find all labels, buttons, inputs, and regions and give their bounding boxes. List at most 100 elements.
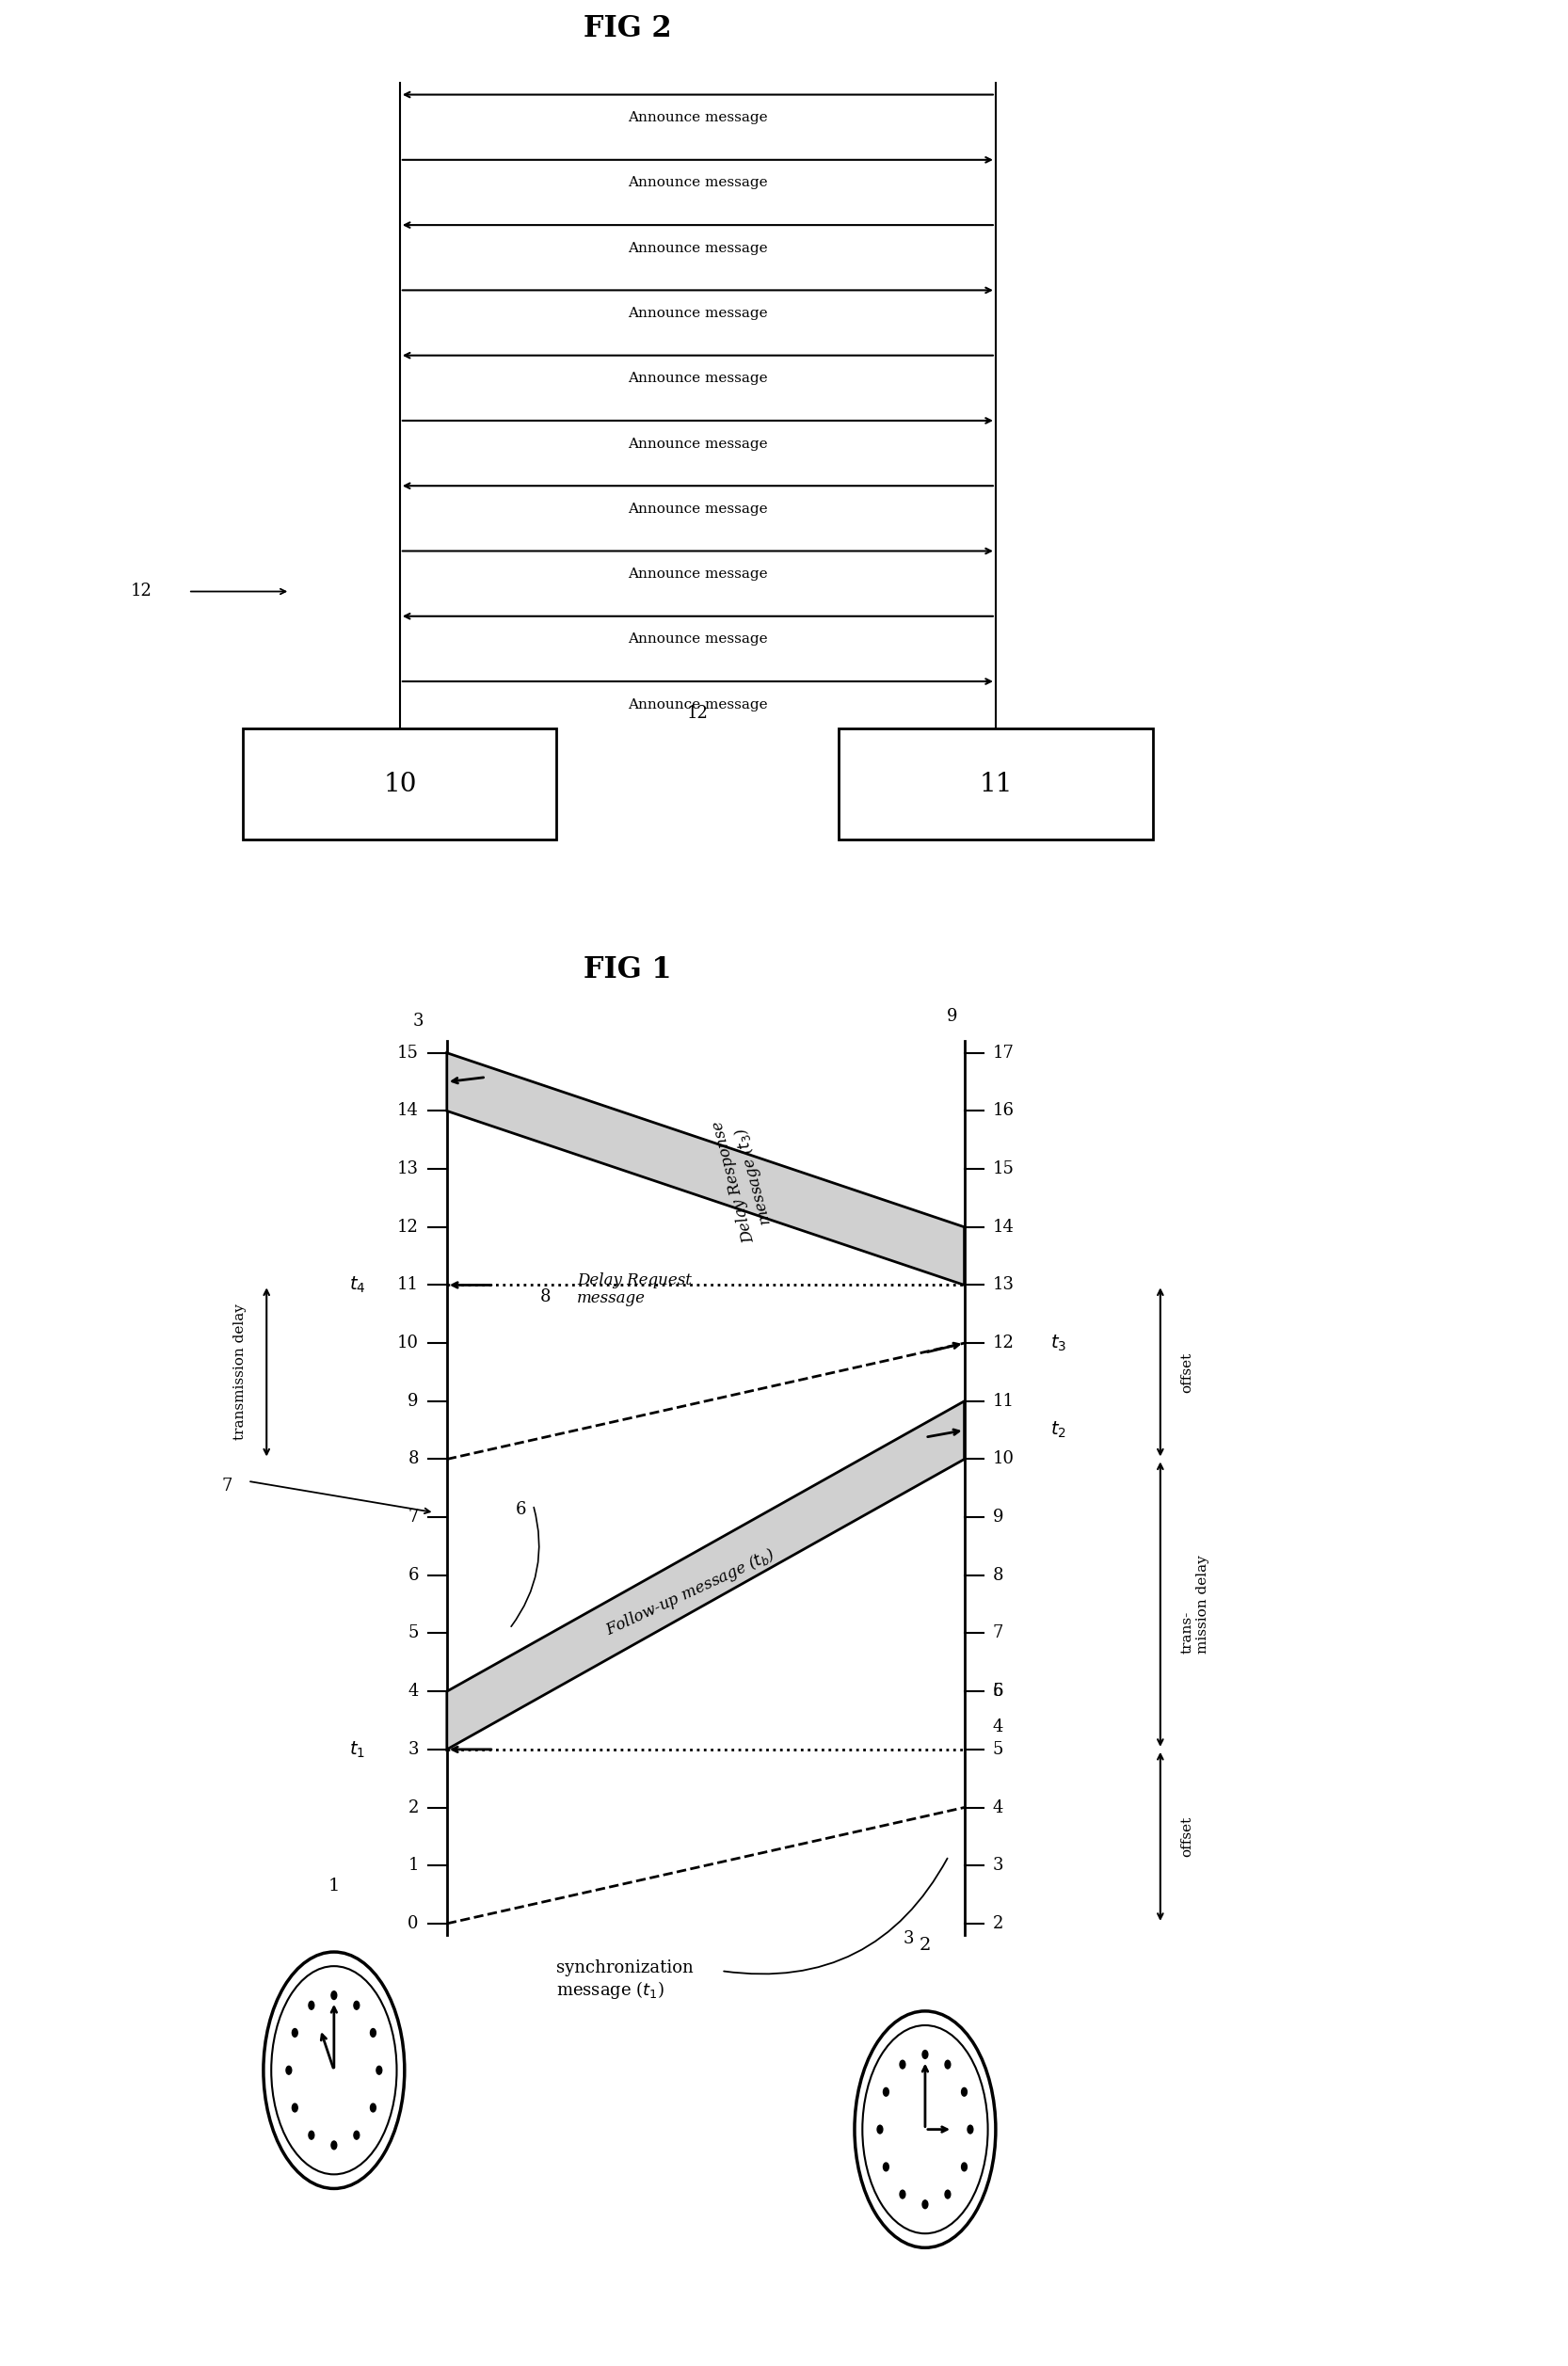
Circle shape — [877, 2125, 883, 2134]
Text: Announce message: Announce message — [627, 632, 768, 646]
Text: $t_1$: $t_1$ — [350, 1739, 365, 1760]
Text: 14: 14 — [397, 1103, 419, 1119]
Text: 4: 4 — [993, 1798, 1004, 1817]
Text: 13: 13 — [397, 1159, 419, 1178]
Text: FIG 2: FIG 2 — [583, 14, 671, 43]
Text: 3: 3 — [993, 1857, 1004, 1874]
FancyBboxPatch shape — [243, 729, 557, 840]
Text: Announce message: Announce message — [627, 111, 768, 125]
Text: 16: 16 — [993, 1103, 1014, 1119]
Text: 4: 4 — [993, 1718, 1004, 1734]
Circle shape — [883, 2163, 889, 2172]
Text: 10: 10 — [397, 1334, 419, 1351]
Text: Delay Response
message ($t_3$): Delay Response message ($t_3$) — [710, 1114, 779, 1245]
Text: 11: 11 — [993, 1394, 1014, 1410]
Text: 5: 5 — [993, 1741, 1004, 1758]
Text: 11: 11 — [978, 771, 1013, 797]
Circle shape — [331, 2141, 337, 2148]
Circle shape — [285, 2066, 292, 2075]
Text: 1: 1 — [328, 1876, 340, 1895]
Text: 11: 11 — [397, 1278, 419, 1294]
Ellipse shape — [862, 2025, 988, 2234]
Text: Announce message: Announce message — [627, 438, 768, 450]
Text: Announce message: Announce message — [627, 371, 768, 386]
Text: 12: 12 — [130, 582, 152, 601]
Text: 6: 6 — [516, 1500, 525, 1519]
Text: 4: 4 — [408, 1682, 419, 1699]
Circle shape — [370, 2028, 376, 2037]
Text: 14: 14 — [993, 1218, 1014, 1235]
Circle shape — [946, 2191, 950, 2198]
Text: 7: 7 — [223, 1476, 232, 1495]
Text: 15: 15 — [993, 1159, 1014, 1178]
Text: 8: 8 — [408, 1450, 419, 1467]
Text: FIG 1: FIG 1 — [583, 956, 671, 984]
Text: 6: 6 — [993, 1682, 1004, 1699]
Text: Announce message: Announce message — [627, 177, 768, 189]
Circle shape — [961, 2087, 967, 2096]
Circle shape — [900, 2191, 905, 2198]
Circle shape — [292, 2103, 298, 2113]
Text: Announce message: Announce message — [627, 308, 768, 319]
Text: 2: 2 — [993, 1914, 1004, 1933]
Polygon shape — [447, 1401, 964, 1748]
Circle shape — [370, 2103, 376, 2113]
Text: 10: 10 — [383, 771, 417, 797]
Text: 5: 5 — [993, 1682, 1004, 1699]
Text: Announce message: Announce message — [627, 568, 768, 580]
Polygon shape — [447, 1053, 964, 1285]
Text: 8: 8 — [541, 1287, 550, 1306]
Text: Announce message: Announce message — [627, 241, 768, 256]
Text: 17: 17 — [993, 1043, 1014, 1062]
Circle shape — [922, 2200, 928, 2207]
Text: transmission delay: transmission delay — [234, 1304, 246, 1441]
Text: Announce message: Announce message — [627, 502, 768, 516]
Text: 9: 9 — [993, 1510, 1004, 1526]
Text: 7: 7 — [408, 1510, 419, 1526]
Text: 9: 9 — [947, 1008, 956, 1024]
Circle shape — [883, 2087, 889, 2096]
Circle shape — [900, 2061, 905, 2068]
Text: $t_2$: $t_2$ — [1051, 1420, 1066, 1441]
Text: offset: offset — [1181, 1351, 1193, 1394]
Text: 12: 12 — [687, 705, 709, 722]
Text: Delay Request
message: Delay Request message — [577, 1273, 691, 1306]
Text: 8: 8 — [993, 1566, 1004, 1583]
Text: 15: 15 — [397, 1043, 419, 1062]
Text: 3: 3 — [414, 1013, 423, 1029]
Circle shape — [922, 2051, 928, 2058]
Circle shape — [292, 2028, 298, 2037]
Text: 6: 6 — [408, 1566, 419, 1583]
Circle shape — [967, 2125, 974, 2134]
Text: 12: 12 — [993, 1334, 1014, 1351]
Text: 2: 2 — [408, 1798, 419, 1817]
Text: 12: 12 — [397, 1218, 419, 1235]
FancyBboxPatch shape — [839, 729, 1152, 840]
Text: offset: offset — [1181, 1817, 1193, 1857]
Text: $t_4$: $t_4$ — [350, 1275, 365, 1294]
Circle shape — [309, 2002, 314, 2009]
Text: 3: 3 — [903, 1931, 914, 1947]
Circle shape — [309, 2132, 314, 2139]
Text: trans-
mission delay: trans- mission delay — [1181, 1554, 1209, 1654]
Ellipse shape — [271, 1966, 397, 2174]
Text: 7: 7 — [993, 1625, 1004, 1642]
Circle shape — [961, 2163, 967, 2172]
Circle shape — [376, 2066, 383, 2075]
Circle shape — [354, 2002, 359, 2009]
Text: Follow-up message ($t_b$): Follow-up message ($t_b$) — [602, 1545, 778, 1640]
Circle shape — [331, 1992, 337, 1999]
Text: Announce message: Announce message — [627, 698, 768, 712]
Text: 5: 5 — [408, 1625, 419, 1642]
Text: 9: 9 — [408, 1394, 419, 1410]
Text: 2: 2 — [919, 1935, 931, 1954]
Text: synchronization
message ($t_1$): synchronization message ($t_1$) — [557, 1959, 693, 2002]
Circle shape — [354, 2132, 359, 2139]
Text: 1: 1 — [408, 1857, 419, 1874]
Text: 10: 10 — [993, 1450, 1014, 1467]
Circle shape — [946, 2061, 950, 2068]
Text: 3: 3 — [408, 1741, 419, 1758]
Text: 0: 0 — [408, 1914, 419, 1933]
Text: 13: 13 — [993, 1278, 1014, 1294]
Text: $t_3$: $t_3$ — [1051, 1332, 1066, 1353]
